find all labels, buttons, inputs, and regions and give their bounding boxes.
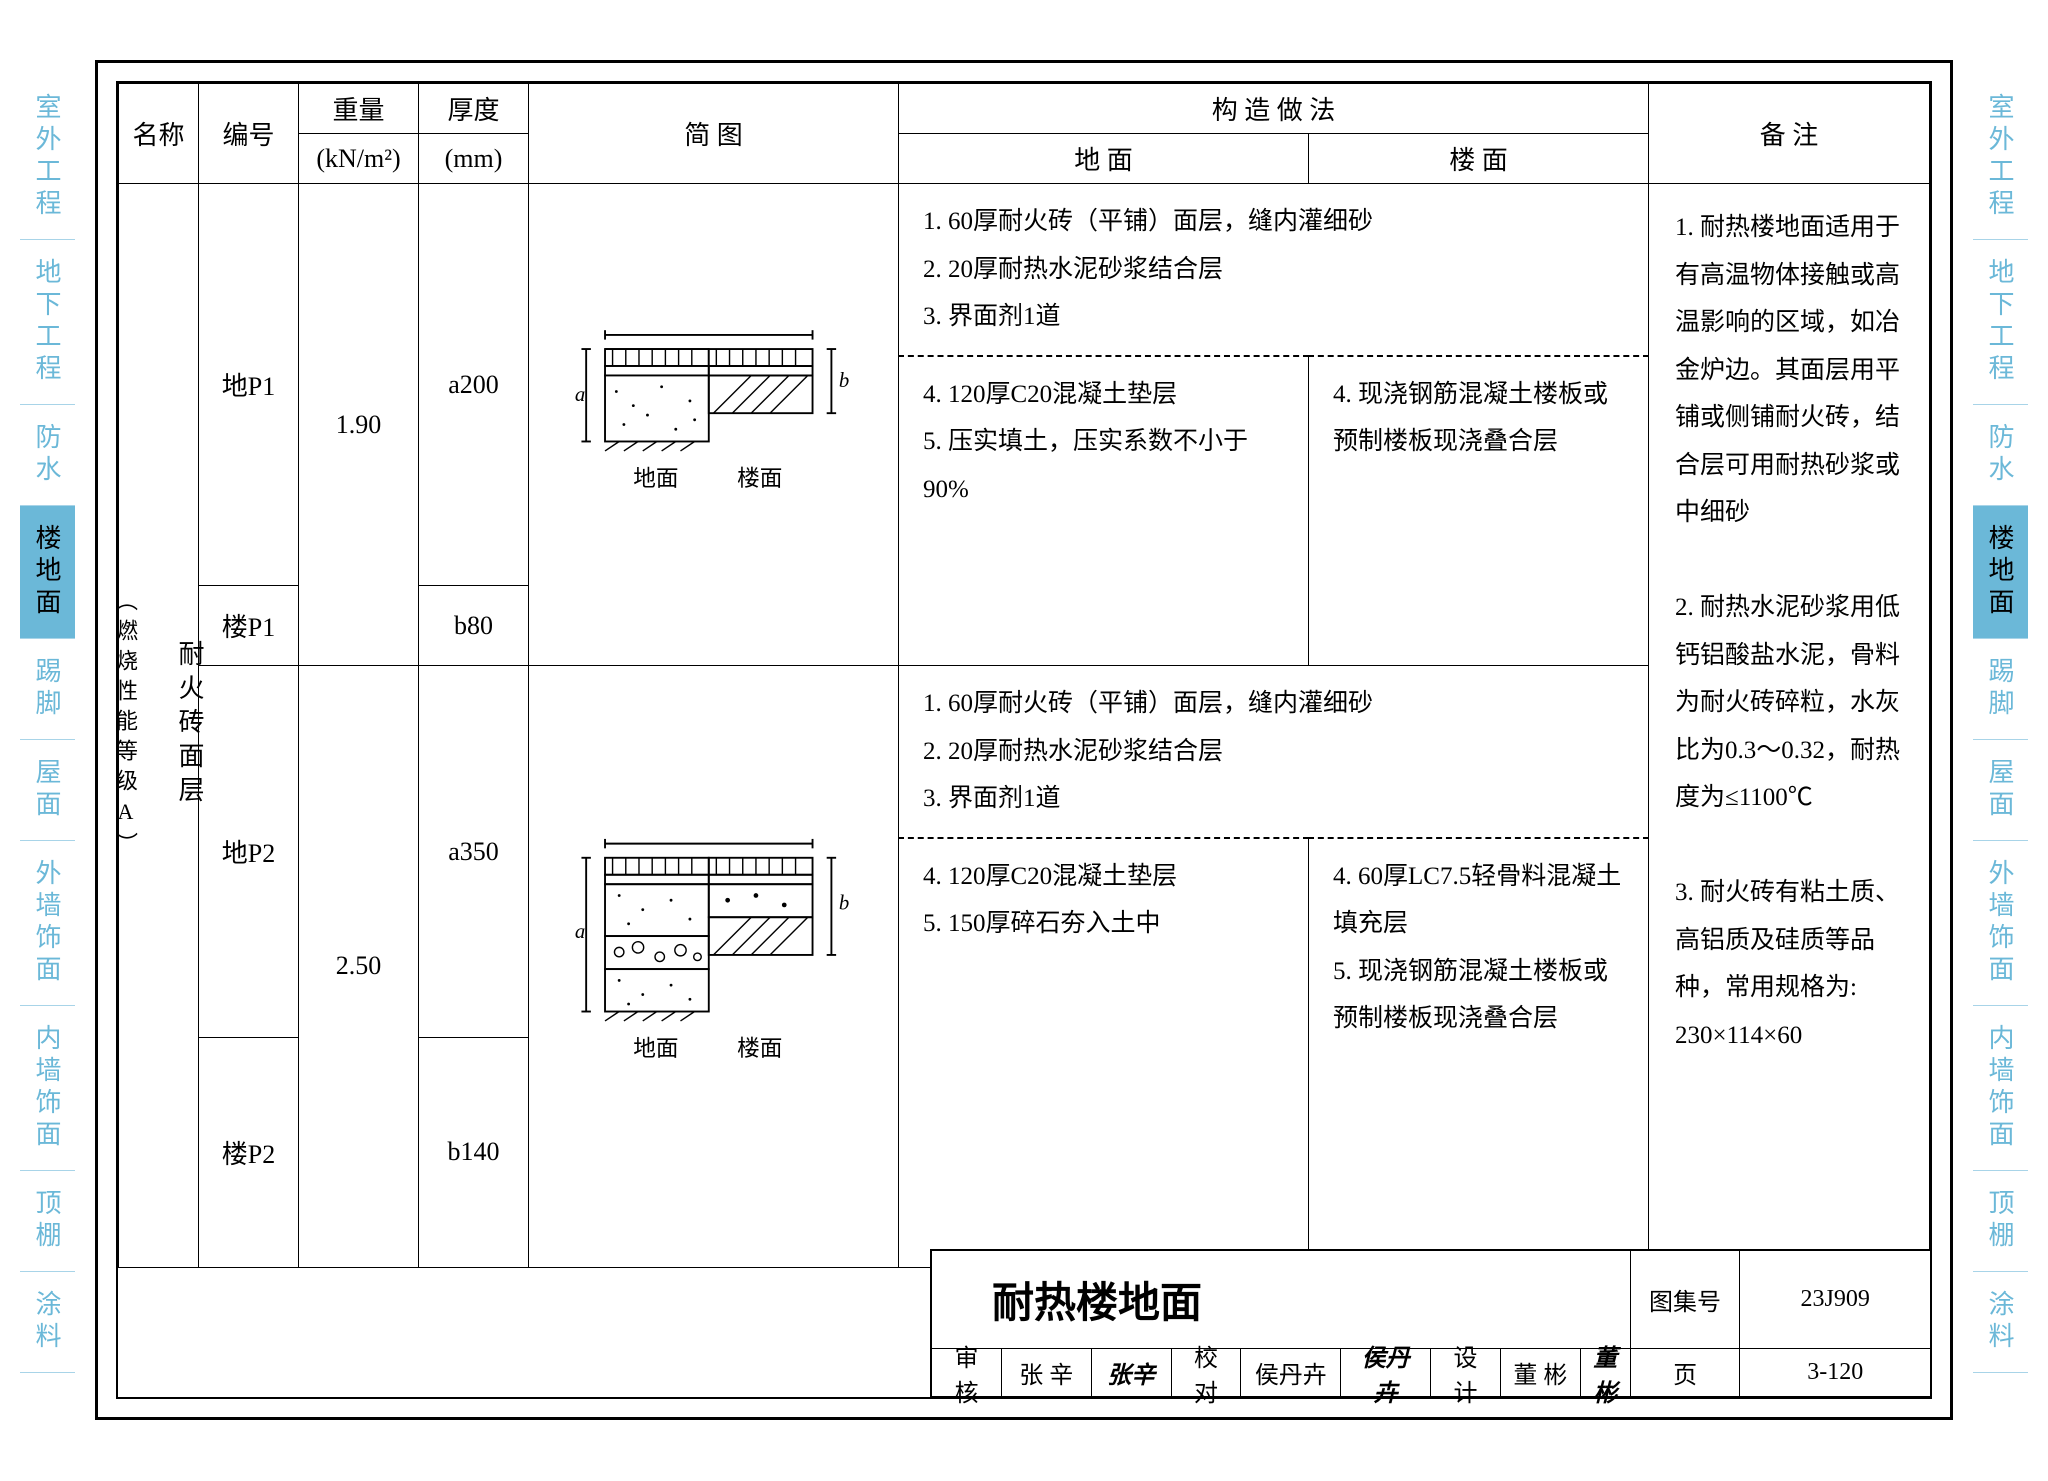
svg-text:地面: 地面 — [633, 1036, 678, 1061]
tab-int-wall-r[interactable]: 内墙饰面 — [1973, 1006, 2028, 1171]
th-diagram: 简 图 — [529, 84, 899, 184]
svg-text:a: a — [575, 921, 585, 943]
remarks-cell: 1. 耐热楼地面适用于有高温物体接触或高温影响的区域，如冶金炉边。其面层用平铺或… — [1649, 184, 1930, 1268]
page-label: 页 — [1631, 1349, 1741, 1397]
row2-code-floor: 楼P2 — [199, 1038, 299, 1268]
check-sig: 侯丹卉 — [1341, 1349, 1431, 1397]
outer-frame: 名称 编号 重量 厚度 简 图 构 造 做 法 备 注 (kN/m²) (mm)… — [95, 60, 1953, 1420]
th-code: 编号 — [199, 84, 299, 184]
title-block: 耐热楼地面 图集号 23J909 审核 张 辛 张辛 校对 侯丹卉 侯丹卉 设计… — [930, 1249, 1930, 1397]
th-weight-unit: (kN/m²) — [299, 134, 419, 184]
tab-roof[interactable]: 屋面 — [20, 740, 75, 841]
tab-floor-ground[interactable]: 楼地面 — [20, 506, 75, 639]
section-diagram-2: a b 地面 楼面 — [539, 672, 888, 1261]
atlas-label: 图集号 — [1631, 1251, 1741, 1349]
review-sig: 张辛 — [1092, 1349, 1172, 1397]
inner-frame: 名称 编号 重量 厚度 简 图 构 造 做 法 备 注 (kN/m²) (mm)… — [116, 81, 1932, 1399]
check-name: 侯丹卉 — [1241, 1349, 1341, 1397]
tab-paint-r[interactable]: 涂料 — [1973, 1272, 2028, 1373]
tab-ext-wall-r[interactable]: 外墙饰面 — [1973, 841, 2028, 1006]
row1-common: 1. 60厚耐火砖（平铺）面层，缝内灌细砂 2. 20厚耐热水泥砂浆结合层 3.… — [899, 184, 1649, 356]
row2-common: 1. 60厚耐火砖（平铺）面层，缝内灌细砂 2. 20厚耐热水泥砂浆结合层 3.… — [899, 666, 1649, 838]
design-label: 设计 — [1431, 1349, 1501, 1397]
review-label: 审核 — [932, 1349, 1002, 1397]
tab-floor-ground-r[interactable]: 楼地面 — [1973, 506, 2028, 639]
svg-text:楼面: 楼面 — [737, 1036, 782, 1061]
svg-text:a: a — [575, 384, 585, 406]
row1-thick-b: b80 — [419, 586, 529, 666]
tab-skirting[interactable]: 踢脚 — [20, 639, 75, 740]
row2-floor: 4. 60厚LC7.5轻骨料混凝土填充层 5. 现浇钢筋混凝土楼板或预制楼板现浇… — [1309, 838, 1649, 1268]
th-name: 名称 — [119, 84, 199, 184]
review-name: 张 辛 — [1002, 1349, 1092, 1397]
page-no: 3-120 — [1740, 1349, 1930, 1397]
th-construction: 构 造 做 法 — [899, 84, 1649, 134]
tab-underground[interactable]: 地下工程 — [20, 240, 75, 405]
row2-thick-a: a350 — [419, 666, 529, 1038]
tab-waterproof[interactable]: 防水 — [20, 405, 75, 506]
th-remarks: 备 注 — [1649, 84, 1930, 184]
row1-code-ground: 地P1 — [199, 184, 299, 586]
svg-text:b: b — [839, 893, 849, 915]
svg-text:地面: 地面 — [633, 466, 678, 491]
category-name: 耐火砖面层 （燃烧性能等级A） — [119, 184, 199, 1268]
tab-ext-wall[interactable]: 外墙饰面 — [20, 841, 75, 1006]
main-table: 名称 编号 重量 厚度 简 图 构 造 做 法 备 注 (kN/m²) (mm)… — [118, 83, 1930, 1397]
svg-text:b: b — [839, 370, 849, 392]
tab-ceiling-r[interactable]: 顶棚 — [1973, 1171, 2028, 1272]
th-thickness: 厚度 — [419, 84, 529, 134]
atlas-no: 23J909 — [1740, 1251, 1930, 1349]
row1-ground: 4. 120厚C20混凝土垫层 5. 压实填土，压实系数不小于90% — [899, 356, 1309, 666]
tab-ceiling[interactable]: 顶棚 — [20, 1171, 75, 1272]
th-thickness-unit: (mm) — [419, 134, 529, 184]
row2-code-ground: 地P2 — [199, 666, 299, 1038]
row1-thick-a: a200 — [419, 184, 529, 586]
tab-outdoor[interactable]: 室外工程 — [20, 75, 75, 240]
row2-thick-b: b140 — [419, 1038, 529, 1268]
design-name: 董 彬 — [1501, 1349, 1581, 1397]
left-nav-tabs: 室外工程 地下工程 防水 楼地面 踢脚 屋面 外墙饰面 内墙饰面 顶棚 涂料 — [20, 75, 75, 1373]
tab-roof-r[interactable]: 屋面 — [1973, 740, 2028, 841]
tab-skirting-r[interactable]: 踢脚 — [1973, 639, 2028, 740]
th-ground: 地 面 — [899, 134, 1309, 184]
row2-weight: 2.50 — [299, 666, 419, 1268]
tab-underground-r[interactable]: 地下工程 — [1973, 240, 2028, 405]
tab-paint[interactable]: 涂料 — [20, 1272, 75, 1373]
check-label: 校对 — [1172, 1349, 1242, 1397]
section-diagram-1: a b 地面 楼面 — [539, 190, 888, 659]
tab-outdoor-r[interactable]: 室外工程 — [1973, 75, 2028, 240]
drawing-title: 耐热楼地面 — [932, 1251, 1631, 1349]
row1-code-floor: 楼P1 — [199, 586, 299, 666]
th-floor: 楼 面 — [1309, 134, 1649, 184]
right-nav-tabs: 室外工程 地下工程 防水 楼地面 踢脚 屋面 外墙饰面 内墙饰面 顶棚 涂料 — [1973, 75, 2028, 1373]
tab-waterproof-r[interactable]: 防水 — [1973, 405, 2028, 506]
th-weight: 重量 — [299, 84, 419, 134]
row2-diagram: a b 地面 楼面 — [529, 666, 899, 1268]
row1-floor: 4. 现浇钢筋混凝土楼板或预制楼板现浇叠合层 — [1309, 356, 1649, 666]
svg-text:楼面: 楼面 — [737, 466, 782, 491]
row1-weight: 1.90 — [299, 184, 419, 666]
row1-diagram: a b 地面 楼面 — [529, 184, 899, 666]
design-sig: 董彬 — [1581, 1349, 1631, 1397]
tab-int-wall[interactable]: 内墙饰面 — [20, 1006, 75, 1171]
row2-ground: 4. 120厚C20混凝土垫层 5. 150厚碎石夯入土中 — [899, 838, 1309, 1268]
